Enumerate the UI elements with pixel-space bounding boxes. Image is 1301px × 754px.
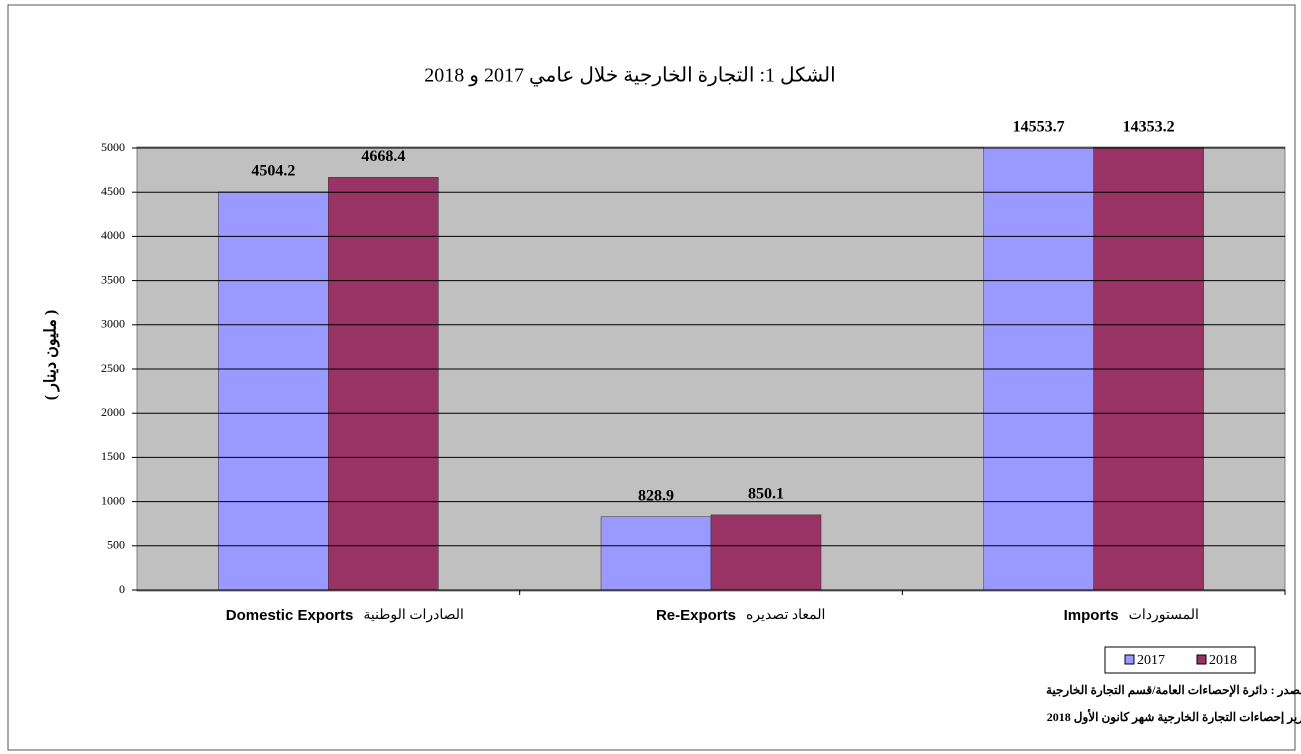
value-label: 850.1 [748, 486, 784, 503]
x-tick-label-ar: المستوردات [1129, 608, 1199, 623]
y-tick-label: 1500 [101, 449, 125, 463]
y-tick-label: 500 [107, 538, 125, 552]
y-tick-label: 3000 [101, 317, 125, 331]
chart-title: الشكل 1: التجارة الخارجية خلال عامي 2017… [424, 65, 835, 87]
bar [710, 514, 822, 591]
value-label: 4504.2 [251, 163, 295, 180]
x-tick-label: Domestic Exports [226, 607, 354, 624]
y-tick-label: 4000 [101, 228, 125, 242]
x-tick-label: Imports [1064, 607, 1119, 624]
source-text: تقرير إحصاءات التجارة الخارجية شهر كانون… [1047, 709, 1301, 725]
bar [328, 177, 439, 591]
x-tick-label-ar: المعاد تصديره [746, 608, 825, 623]
legend-swatch [1196, 654, 1207, 665]
y-axis-label: ( مليون دينار ) [43, 310, 61, 400]
value-label: 4668.4 [361, 148, 405, 165]
y-tick-label: 1000 [101, 493, 125, 507]
x-tick-label-ar: الصادرات الوطنية [363, 608, 464, 623]
y-tick-label: 3500 [101, 272, 125, 286]
y-tick-label: 0 [119, 582, 125, 596]
y-tick-label: 2000 [101, 405, 125, 419]
bar [218, 191, 329, 591]
legend-label: 2018 [1209, 653, 1237, 668]
y-tick-label: 2500 [101, 361, 125, 375]
value-label: 14353.2 [1123, 119, 1175, 136]
value-label: 828.9 [638, 487, 674, 504]
x-tick-label: Re-Exports [656, 607, 736, 624]
y-tick-label: 5000 [101, 140, 125, 154]
y-tick-label: 4500 [101, 184, 125, 198]
value-label: 14553.7 [1013, 119, 1065, 136]
bars [218, 147, 1204, 591]
legend-swatch [1124, 654, 1135, 665]
legend-label: 2017 [1137, 653, 1165, 668]
source-text: المصدر : دائرة الإحصاءات العامة/قسم التج… [1046, 683, 1301, 698]
bar [600, 516, 712, 591]
